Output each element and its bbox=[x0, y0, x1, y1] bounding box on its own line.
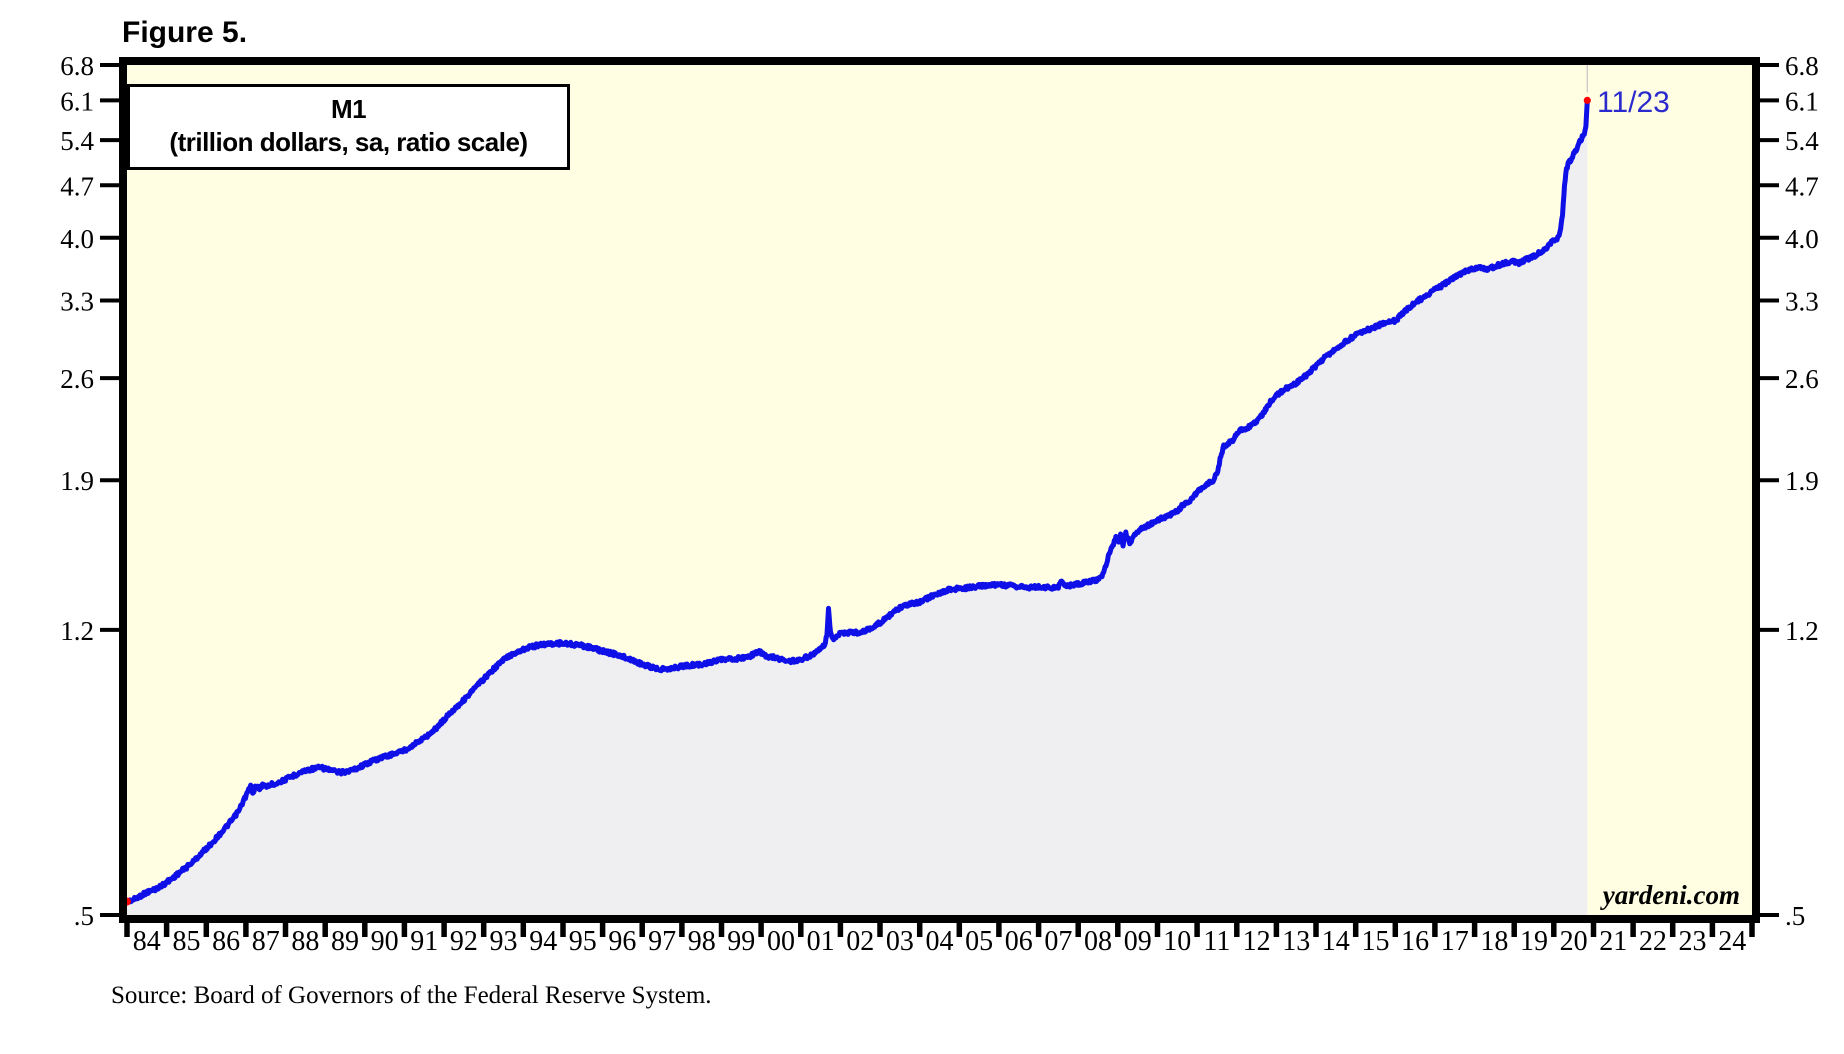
x-tick-label: 22 bbox=[1639, 926, 1667, 957]
plot-layers: 84 85 86 87 88 89 90 91 92 93 94 95 96 97 98 99 00 01 02 03… bbox=[60, 51, 1819, 957]
x-tick-label: 90 bbox=[371, 926, 399, 957]
y-tick-label-right: 1.2 bbox=[1785, 616, 1819, 646]
x-tick-label: 86 bbox=[212, 926, 240, 957]
x-tick-label: 97 bbox=[648, 926, 676, 957]
x-tick-label: 24 bbox=[1718, 926, 1746, 957]
x-tick-label: 12 bbox=[1243, 926, 1271, 957]
y-tick-label-right: 4.0 bbox=[1785, 224, 1819, 254]
last-point-date-annotation: 11/23 bbox=[1597, 86, 1670, 119]
x-tick-label: 05 bbox=[965, 926, 993, 957]
y-tick-label-left: 6.1 bbox=[60, 86, 94, 116]
y-tick-label-right: .5 bbox=[1785, 901, 1805, 931]
x-tick-label: 84 bbox=[133, 926, 161, 957]
x-tick-label: 85 bbox=[173, 926, 201, 957]
plot-border bbox=[119, 57, 1760, 923]
x-tick-label: 94 bbox=[529, 926, 557, 957]
y-tick-label-left: 1.2 bbox=[60, 616, 94, 646]
x-tick-label: 04 bbox=[926, 926, 954, 957]
y-tick-label-left: 2.6 bbox=[60, 364, 94, 394]
x-tick-label: 92 bbox=[450, 926, 478, 957]
x-tick-label: 03 bbox=[886, 926, 914, 957]
x-tick-label: 95 bbox=[569, 926, 597, 957]
x-tick-label: 15 bbox=[1362, 926, 1390, 957]
x-tick-label: 96 bbox=[608, 926, 636, 957]
data-area bbox=[127, 100, 1588, 915]
x-tick-label: 98 bbox=[688, 926, 716, 957]
x-tick-label: 88 bbox=[291, 926, 319, 957]
x-tick-label: 93 bbox=[490, 926, 518, 957]
x-tick-label: 87 bbox=[252, 926, 280, 957]
x-tick-label: 17 bbox=[1441, 926, 1469, 957]
y-tick-label-right: 2.6 bbox=[1785, 364, 1819, 394]
x-tick-label: 00 bbox=[767, 926, 795, 957]
x-tick-label: 21 bbox=[1599, 926, 1627, 957]
y-tick-label-right: 6.8 bbox=[1785, 51, 1819, 81]
x-tick-label: 10 bbox=[1163, 926, 1191, 957]
x-tick-label: 07 bbox=[1044, 926, 1072, 957]
y-tick-label-left: 3.3 bbox=[60, 287, 94, 317]
x-tick-label: 01 bbox=[807, 926, 835, 957]
x-tick-label: 19 bbox=[1520, 926, 1548, 957]
latest-point-marker bbox=[1583, 96, 1591, 104]
x-tick-label: 23 bbox=[1679, 926, 1707, 957]
x-tick-label: 16 bbox=[1401, 926, 1429, 957]
x-tick-label: 13 bbox=[1282, 926, 1310, 957]
chart-title-line2: (trillion dollars, sa, ratio scale) bbox=[169, 127, 528, 157]
figure-label: Figure 5. bbox=[122, 16, 248, 49]
x-tick-label: 89 bbox=[331, 926, 359, 957]
x-tick-label: 14 bbox=[1322, 926, 1350, 957]
y-tick-label-left: 5.4 bbox=[60, 126, 94, 156]
source-note: Source: Board of Governors of the Federa… bbox=[111, 982, 712, 1009]
x-tick-label: 20 bbox=[1560, 926, 1588, 957]
y-tick-label-right: 6.1 bbox=[1785, 86, 1819, 116]
chart-title-line1: M1 bbox=[330, 94, 367, 124]
y-tick-label-right: 3.3 bbox=[1785, 287, 1819, 317]
y-tick-label-left: 1.9 bbox=[60, 466, 94, 496]
yardeni-watermark: yardeni.com bbox=[1600, 880, 1740, 910]
x-tick-label: 09 bbox=[1124, 926, 1152, 957]
x-tick-label: 91 bbox=[410, 926, 438, 957]
y-tick-label-right: 1.9 bbox=[1785, 466, 1819, 496]
y-tick-label-right: 5.4 bbox=[1785, 126, 1819, 156]
y-tick-label-left: 4.7 bbox=[60, 171, 94, 201]
m1-series-line bbox=[124, 97, 1590, 905]
x-tick-label: 99 bbox=[727, 926, 755, 957]
y-tick-label-right: 4.7 bbox=[1785, 171, 1819, 201]
chart-title-box: M1 (trillion dollars, sa, ratio scale) bbox=[127, 84, 570, 170]
x-tick-label: 11 bbox=[1203, 926, 1230, 957]
x-tick-label: 02 bbox=[846, 926, 874, 957]
y-tick-label-left: .5 bbox=[74, 901, 94, 931]
x-tick-label: 08 bbox=[1084, 926, 1112, 957]
y-tick-label-left: 6.8 bbox=[60, 51, 94, 81]
x-tick-label: 06 bbox=[1005, 926, 1033, 957]
x-tick-label: 18 bbox=[1480, 926, 1508, 957]
y-tick-label-left: 4.0 bbox=[60, 224, 94, 254]
